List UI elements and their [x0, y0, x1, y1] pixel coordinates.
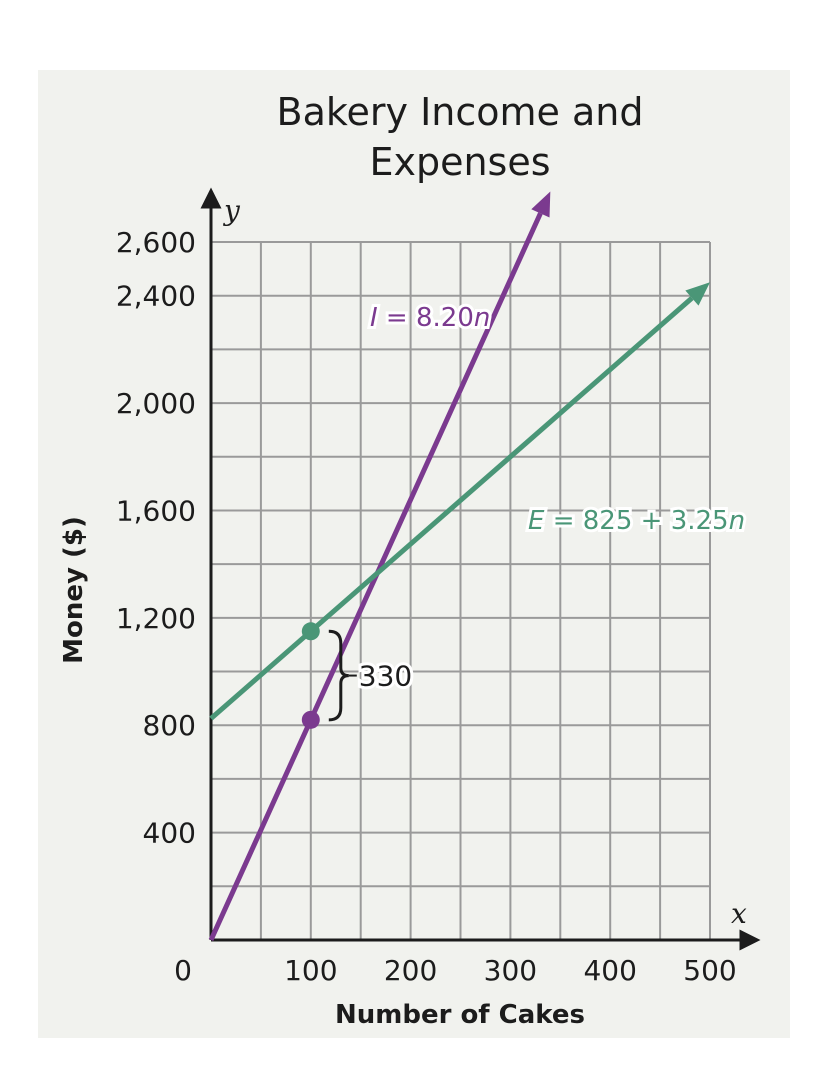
x-tick-label: 300 [484, 954, 537, 987]
x-axis-title: Number of Cakes [335, 1000, 585, 1030]
y-tick-label: 1,200 [116, 602, 196, 635]
y-tick-label: 2,400 [116, 280, 196, 313]
series-arrowhead [531, 191, 551, 218]
annotation-label: 330 [359, 660, 412, 693]
x-tick-label: 0 [174, 954, 192, 987]
x-tick-label: 500 [683, 954, 736, 987]
x-axis-variable: x [731, 897, 747, 930]
data-point [301, 622, 320, 641]
series-line [209, 296, 694, 721]
x-tick-label: 200 [384, 954, 437, 987]
x-tick-label: 100 [284, 954, 337, 987]
y-axis-variable: y [222, 194, 241, 227]
y-tick-label: 1,600 [116, 494, 196, 527]
chart-panel: Bakery Income and Expenses 0 100 200 300 400… [38, 70, 790, 1038]
chart-svg: Bakery Income and Expenses 0 100 200 300 400… [59, 90, 761, 1030]
series-label: I = 8.20n [370, 303, 490, 333]
chart-title-line-1: Bakery Income and [277, 90, 644, 134]
x-tick-label: 400 [583, 954, 636, 987]
y-tick-label: 2,600 [116, 226, 196, 259]
chart-title-line-2: Expenses [369, 140, 550, 184]
y-axis-title: Money ($) [59, 516, 89, 664]
series-arrowhead [685, 282, 710, 306]
y-tick-label: 2,000 [116, 387, 196, 420]
data-point [301, 710, 320, 729]
series-label: E = 825 + 3.25n [528, 506, 745, 536]
y-tick-label: 400 [143, 817, 196, 850]
y-tick-label: 800 [143, 709, 196, 742]
